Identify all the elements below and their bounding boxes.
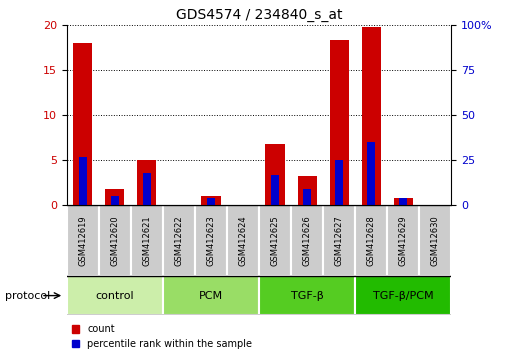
Bar — [137, 160, 156, 205]
Bar — [207, 198, 215, 205]
Bar — [298, 176, 317, 205]
Bar — [131, 205, 163, 276]
Bar — [355, 276, 451, 315]
Text: GSM412629: GSM412629 — [399, 215, 408, 266]
Bar — [323, 205, 355, 276]
Text: GSM412623: GSM412623 — [206, 215, 215, 266]
Text: PCM: PCM — [199, 291, 223, 301]
Bar — [335, 160, 343, 205]
Bar — [163, 276, 259, 315]
Bar — [98, 205, 131, 276]
Text: GSM412624: GSM412624 — [239, 215, 248, 266]
Text: GSM412627: GSM412627 — [334, 215, 344, 266]
Text: protocol: protocol — [5, 291, 50, 301]
Text: GSM412626: GSM412626 — [303, 215, 312, 266]
Bar — [303, 189, 311, 205]
Bar — [291, 205, 323, 276]
Bar — [355, 205, 387, 276]
Text: GSM412621: GSM412621 — [142, 215, 151, 266]
Title: GDS4574 / 234840_s_at: GDS4574 / 234840_s_at — [176, 8, 342, 22]
Bar — [271, 175, 279, 205]
Text: GSM412630: GSM412630 — [431, 215, 440, 266]
Bar — [420, 205, 451, 276]
Text: GSM412619: GSM412619 — [78, 215, 87, 266]
Bar — [393, 198, 413, 205]
Bar — [259, 276, 355, 315]
Bar — [73, 43, 92, 205]
Bar — [387, 205, 420, 276]
Bar — [78, 156, 87, 205]
Text: GSM412620: GSM412620 — [110, 215, 120, 266]
Text: GSM412622: GSM412622 — [174, 215, 184, 266]
Text: GSM412628: GSM412628 — [367, 215, 376, 266]
Bar — [399, 198, 407, 205]
Bar — [67, 276, 163, 315]
Bar — [362, 27, 381, 205]
Bar — [259, 205, 291, 276]
Bar — [201, 196, 221, 205]
Text: TGF-β: TGF-β — [291, 291, 324, 301]
Bar — [329, 40, 349, 205]
Text: control: control — [95, 291, 134, 301]
Bar — [105, 189, 124, 205]
Bar — [143, 173, 151, 205]
Bar — [195, 205, 227, 276]
Bar — [265, 144, 285, 205]
Text: GSM412625: GSM412625 — [270, 215, 280, 266]
Bar — [163, 205, 195, 276]
Bar — [227, 205, 259, 276]
Bar — [111, 196, 119, 205]
Legend: count, percentile rank within the sample: count, percentile rank within the sample — [71, 324, 252, 349]
Bar — [67, 205, 98, 276]
Bar — [367, 142, 376, 205]
Text: TGF-β/PCM: TGF-β/PCM — [373, 291, 433, 301]
